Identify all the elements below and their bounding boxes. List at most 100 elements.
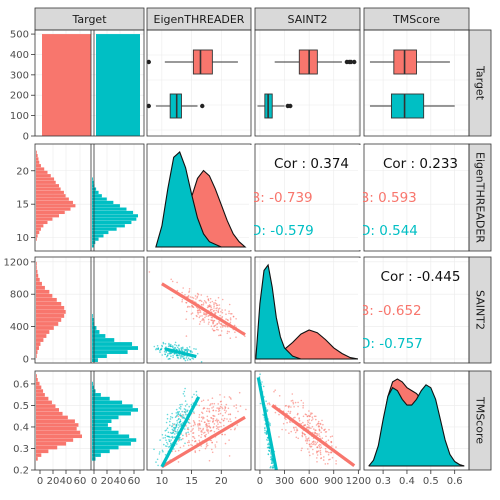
scatter-point [211, 308, 213, 311]
scatter-point [187, 421, 189, 423]
scatter-point [308, 439, 311, 442]
scatter-point [188, 418, 190, 421]
scatter-point [175, 443, 178, 445]
scatter-point [320, 426, 323, 429]
histogram-bar [36, 154, 38, 158]
scatter-point [179, 419, 182, 421]
scatter-point [163, 350, 166, 353]
scatter-point [216, 328, 218, 331]
histogram-bar [36, 322, 59, 326]
scatter-point [196, 442, 198, 445]
scatter-point [230, 313, 232, 315]
scatter-point [296, 429, 299, 432]
scatter-point [167, 353, 169, 355]
regression-line [161, 282, 246, 337]
histogram-bar [36, 293, 53, 298]
scatter-point [178, 410, 180, 413]
x-tick-label: 600 [300, 476, 319, 487]
scatter-point [182, 347, 184, 350]
correlation-group-1: B: 0.593 [360, 190, 417, 206]
correlation-group-2: D: 0.544 [360, 223, 418, 239]
scatter-point [217, 329, 219, 331]
scatter-point [220, 334, 222, 337]
chart-marks [36, 34, 465, 471]
scatter-point [278, 395, 281, 397]
scatter-point [173, 423, 176, 425]
scatter-point [169, 436, 171, 439]
scatter-point [193, 422, 196, 424]
histogram-bar [36, 449, 49, 454]
histogram-bar [36, 346, 39, 350]
scatter-point [202, 428, 204, 431]
histogram-bar [36, 160, 40, 164]
scatter-point [166, 445, 168, 448]
scatter-point [306, 423, 309, 426]
scatter-point [188, 433, 190, 436]
scatter-point [181, 417, 184, 419]
scatter-point [266, 409, 269, 411]
boxplot [146, 49, 238, 75]
scatter-point [214, 419, 217, 422]
scatter-point [168, 439, 170, 441]
scatter-point [217, 413, 220, 416]
scatter-point [173, 448, 175, 450]
scatter-point [216, 420, 218, 422]
histogram-bar [92, 453, 101, 457]
scatter-point [264, 431, 266, 434]
scatter-point [293, 429, 296, 431]
x-tick-label: 15 [185, 476, 198, 487]
scatter-point [203, 312, 205, 314]
scatter-point [220, 400, 222, 403]
histogram-bar [36, 167, 45, 171]
histogram-bar [36, 174, 51, 178]
scatter-point [239, 405, 242, 407]
scatter-point [205, 444, 208, 446]
scatter-point [166, 435, 168, 438]
scatter-point [164, 429, 167, 432]
scatter-point [191, 429, 193, 431]
scatter-point [274, 411, 277, 414]
scatter-point [178, 421, 181, 424]
scatter-point [318, 435, 321, 438]
scatter-point [164, 434, 167, 437]
scatter-point [265, 433, 268, 435]
panel-0-3 [364, 30, 469, 136]
scatter-point [183, 411, 186, 413]
histogram-bar [36, 326, 54, 330]
scatter-point [224, 442, 227, 445]
scatter-point [174, 343, 176, 346]
histogram-bar [92, 338, 115, 342]
scatter-point [330, 440, 333, 443]
scatter-point [325, 431, 328, 433]
scatter-point [187, 296, 190, 298]
scatter-point [204, 421, 206, 424]
scatter-point [307, 448, 309, 450]
scatter-point [322, 459, 325, 461]
scatter-point [210, 416, 212, 419]
scatter-point [195, 390, 198, 393]
scatter-point [294, 401, 297, 404]
panel-border [363, 143, 470, 252]
scatter-point [312, 441, 315, 443]
scatter-point [206, 410, 208, 413]
histogram-bar [36, 419, 75, 423]
panel-gap [358, 258, 363, 362]
scatter-point [301, 435, 304, 438]
scatter-point [205, 313, 208, 315]
histogram-bar [92, 334, 106, 338]
scatter-point [211, 300, 214, 303]
scatter-point [195, 348, 197, 350]
scatter-point [221, 309, 223, 311]
boxplot-outlier [348, 59, 354, 65]
histogram-bar [92, 227, 117, 231]
histogram-bar [92, 442, 131, 446]
scatter-point [198, 404, 200, 407]
scatter-point [211, 448, 213, 451]
scatter-point [208, 321, 210, 324]
scatter-point [223, 409, 226, 412]
x-tick-label: 20 [101, 476, 114, 487]
panel-0-1 [147, 30, 251, 136]
scatter-point [189, 296, 192, 298]
scatter-point [218, 320, 220, 323]
x-tick-label: 1200 [346, 476, 371, 487]
